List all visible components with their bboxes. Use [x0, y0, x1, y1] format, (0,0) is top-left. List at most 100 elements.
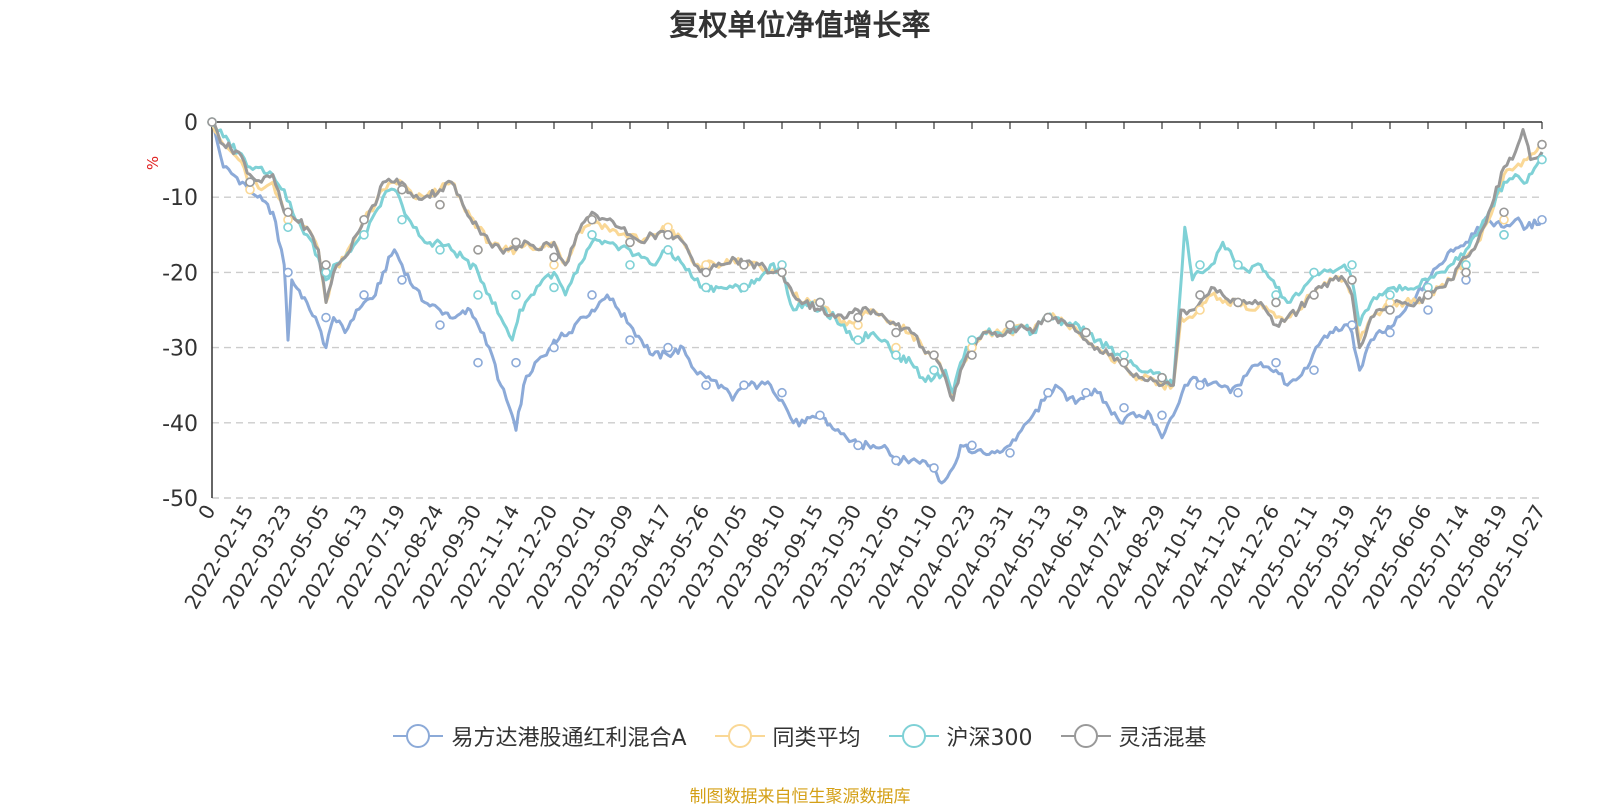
series-1-marker	[549, 342, 559, 353]
series-line-3	[210, 121, 1544, 395]
legend-label: 同类平均	[772, 726, 861, 751]
series-4-marker	[511, 237, 521, 248]
series-3-marker	[1195, 260, 1205, 270]
series-4-marker	[701, 267, 711, 278]
series-1-marker	[967, 440, 977, 451]
series-3-marker	[473, 290, 483, 300]
legend-line-circle-icon	[393, 723, 444, 749]
series-3-marker	[1385, 290, 1395, 300]
legend-label: 沪深300	[946, 726, 1033, 751]
legend-item-1[interactable]: 易方达港股通红利混合A	[393, 720, 687, 752]
chart-title: 复权单位净值增长率	[669, 8, 931, 42]
grid-lines	[212, 196, 1542, 499]
series-3-marker	[1537, 154, 1547, 165]
axis-labels: 0-10-20-30-40-50%02022-02-152022-03-2320…	[144, 111, 1550, 613]
series-3-marker	[739, 282, 749, 293]
series-1-marker	[1423, 305, 1433, 315]
series-1-marker	[1081, 387, 1091, 398]
series-1-marker	[283, 267, 293, 278]
data-source-footer: 制图数据来自恒生聚源数据库	[689, 787, 911, 807]
series-4-marker	[1157, 372, 1167, 383]
series-1-marker	[511, 357, 521, 368]
series-4-marker	[891, 327, 901, 338]
legend-item-2[interactable]: 同类平均	[714, 720, 861, 752]
series-3-marker	[853, 335, 863, 345]
series-markers	[207, 117, 1547, 473]
series-1-marker	[815, 410, 825, 421]
legend-label: 易方达港股通红利混合A	[451, 726, 687, 751]
series-3-marker	[1233, 260, 1243, 270]
series-4-marker	[777, 267, 787, 278]
series-1-marker	[625, 335, 635, 345]
series-1-marker	[1309, 365, 1319, 375]
legend-line-circle-icon	[888, 723, 939, 749]
series-4-marker	[1423, 290, 1433, 300]
series-1-marker	[1537, 214, 1547, 225]
series-1-marker	[1005, 448, 1015, 458]
series-1-marker	[321, 312, 331, 323]
series-3-marker	[625, 260, 635, 270]
series-3-marker	[929, 365, 939, 375]
series-1-marker	[701, 380, 711, 391]
series-4-marker	[1119, 357, 1129, 368]
series-1-marker	[853, 440, 863, 451]
series-4-marker	[207, 117, 217, 127]
series-4-marker	[663, 230, 673, 240]
series-3-marker	[1309, 267, 1319, 278]
series-1-marker	[1271, 357, 1281, 368]
series-3-marker	[397, 214, 407, 225]
series-3-marker	[891, 350, 901, 360]
series-1-marker	[1157, 410, 1167, 421]
series-1-marker	[359, 290, 369, 300]
series-4-marker	[815, 297, 825, 308]
series-4-marker	[967, 350, 977, 360]
series-4-marker	[587, 214, 597, 225]
series-line-1	[210, 121, 1544, 485]
y-tick-label: -40	[162, 412, 198, 437]
series-line-4	[210, 120, 1544, 402]
series-1-marker	[1195, 380, 1205, 391]
series-4-marker	[397, 184, 407, 195]
series-1-marker	[435, 320, 445, 330]
y-tick-label: -20	[162, 261, 198, 286]
series-4-marker	[549, 252, 559, 263]
series-3-marker	[1347, 260, 1357, 270]
series-4-marker	[473, 245, 483, 255]
series-1-marker	[587, 290, 597, 300]
series-4-marker	[1043, 312, 1053, 323]
series-1-marker	[1233, 387, 1243, 398]
series-1-marker	[777, 387, 787, 398]
y-tick-label: 0	[184, 111, 198, 136]
series-4-marker	[1537, 139, 1547, 150]
series-1-marker	[1043, 387, 1053, 398]
series-3-marker	[359, 230, 369, 240]
series-line-2	[210, 121, 1543, 402]
legend-item-3[interactable]: 沪深300	[888, 720, 1033, 752]
series-4-marker	[1461, 267, 1471, 278]
y-tick-label: -50	[162, 487, 198, 512]
legend-item-4[interactable]: 灵活混基	[1060, 720, 1207, 752]
series-lines	[210, 120, 1544, 485]
y-tick-label: -30	[162, 337, 198, 362]
series-1-marker	[1119, 402, 1129, 413]
y-tick-label: -10	[162, 186, 198, 211]
series-1-marker	[1385, 327, 1395, 338]
series-1-marker	[739, 380, 749, 391]
series-4-marker	[1385, 305, 1395, 315]
series-4-marker	[1005, 320, 1015, 330]
series-4-marker	[321, 260, 331, 270]
series-3-marker	[549, 282, 559, 293]
series-4-marker	[283, 207, 293, 218]
legend-line-circle-icon	[714, 723, 765, 749]
series-1-marker	[929, 463, 939, 473]
series-4-marker	[245, 177, 255, 187]
legend: 易方达港股通红利混合A 同类平均 沪深300 灵活混基	[0, 720, 1600, 752]
axes	[211, 121, 1543, 498]
series-4-marker	[739, 260, 749, 270]
series-1-marker	[891, 455, 901, 466]
series-4-marker	[1347, 275, 1357, 285]
series-4-marker	[1271, 297, 1281, 308]
series-2-marker	[1195, 305, 1205, 315]
series-4-marker	[1195, 290, 1205, 300]
